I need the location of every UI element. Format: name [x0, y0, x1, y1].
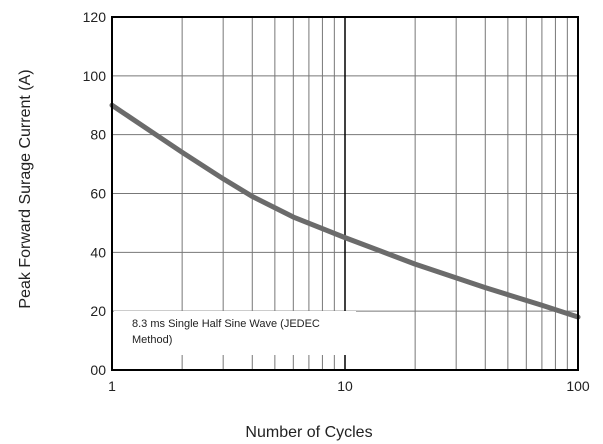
plot-frame: [111, 16, 579, 371]
annotation-box: 8.3 ms Single Half Sine Wave (JEDEC Meth…: [114, 311, 356, 355]
series-layer: [109, 102, 581, 320]
x-tick-label: 100: [566, 378, 590, 394]
annotation-text-line-2: Method): [132, 334, 172, 346]
x-axis-title: Number of Cycles: [245, 424, 372, 441]
surge-current-curve-1: [109, 102, 581, 320]
y-tick-label: 100: [83, 68, 107, 84]
y-tick-label: 20: [90, 303, 106, 319]
y-tick-label: 40: [90, 244, 106, 260]
x-tick-label: 1: [108, 378, 116, 394]
x-tick-label: 10: [337, 378, 353, 394]
annotation-text-line-1: 8.3 ms Single Half Sine Wave (JEDEC: [132, 318, 320, 330]
y-tick-label: 00: [90, 362, 106, 378]
y-tick-label: 120: [83, 9, 107, 25]
y-axis-title: Peak Forward Surage Current (A): [17, 69, 34, 308]
y-tick-label: 80: [90, 127, 106, 143]
y-tick-label: 60: [90, 186, 106, 202]
annotation-background: [114, 311, 356, 355]
